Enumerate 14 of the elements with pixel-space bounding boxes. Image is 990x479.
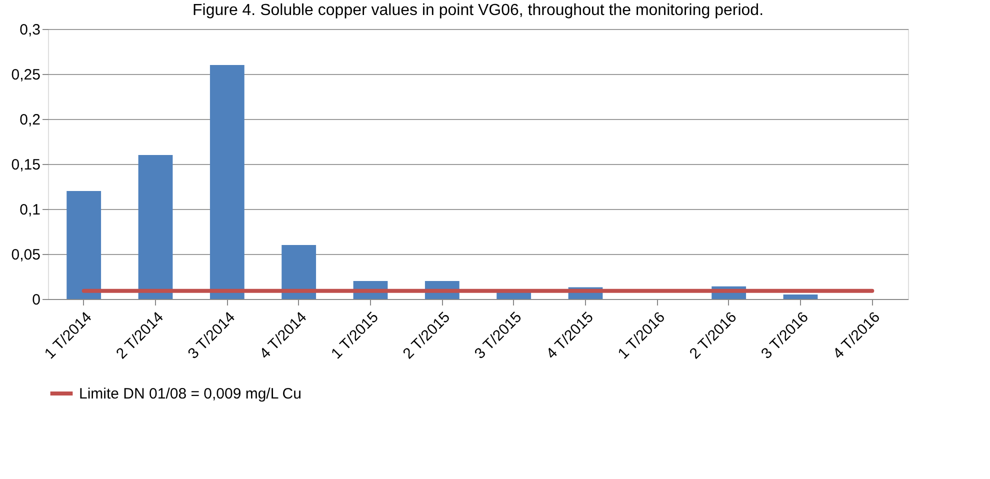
y-tick-label: 0,3 [20, 22, 40, 38]
y-tick-label: 0,25 [11, 66, 40, 84]
y-tick-label: 0,1 [20, 202, 40, 218]
legend-label: Limite DN 01/08 = 0,009 mg/L Cu [79, 386, 302, 402]
bar [66, 191, 102, 299]
y-tick-label: 0,05 [11, 246, 40, 264]
y-tick-label: 0 [32, 292, 40, 308]
bar [282, 245, 316, 299]
bar [210, 65, 244, 299]
chart-title: Figure 4. Soluble copper values in point VG06, throughout the monitoring period. [192, 2, 764, 19]
bar [138, 155, 173, 299]
y-tick-label: 0,2 [20, 112, 40, 128]
bar [783, 294, 818, 299]
y-tick-label: 0,15 [11, 156, 40, 174]
